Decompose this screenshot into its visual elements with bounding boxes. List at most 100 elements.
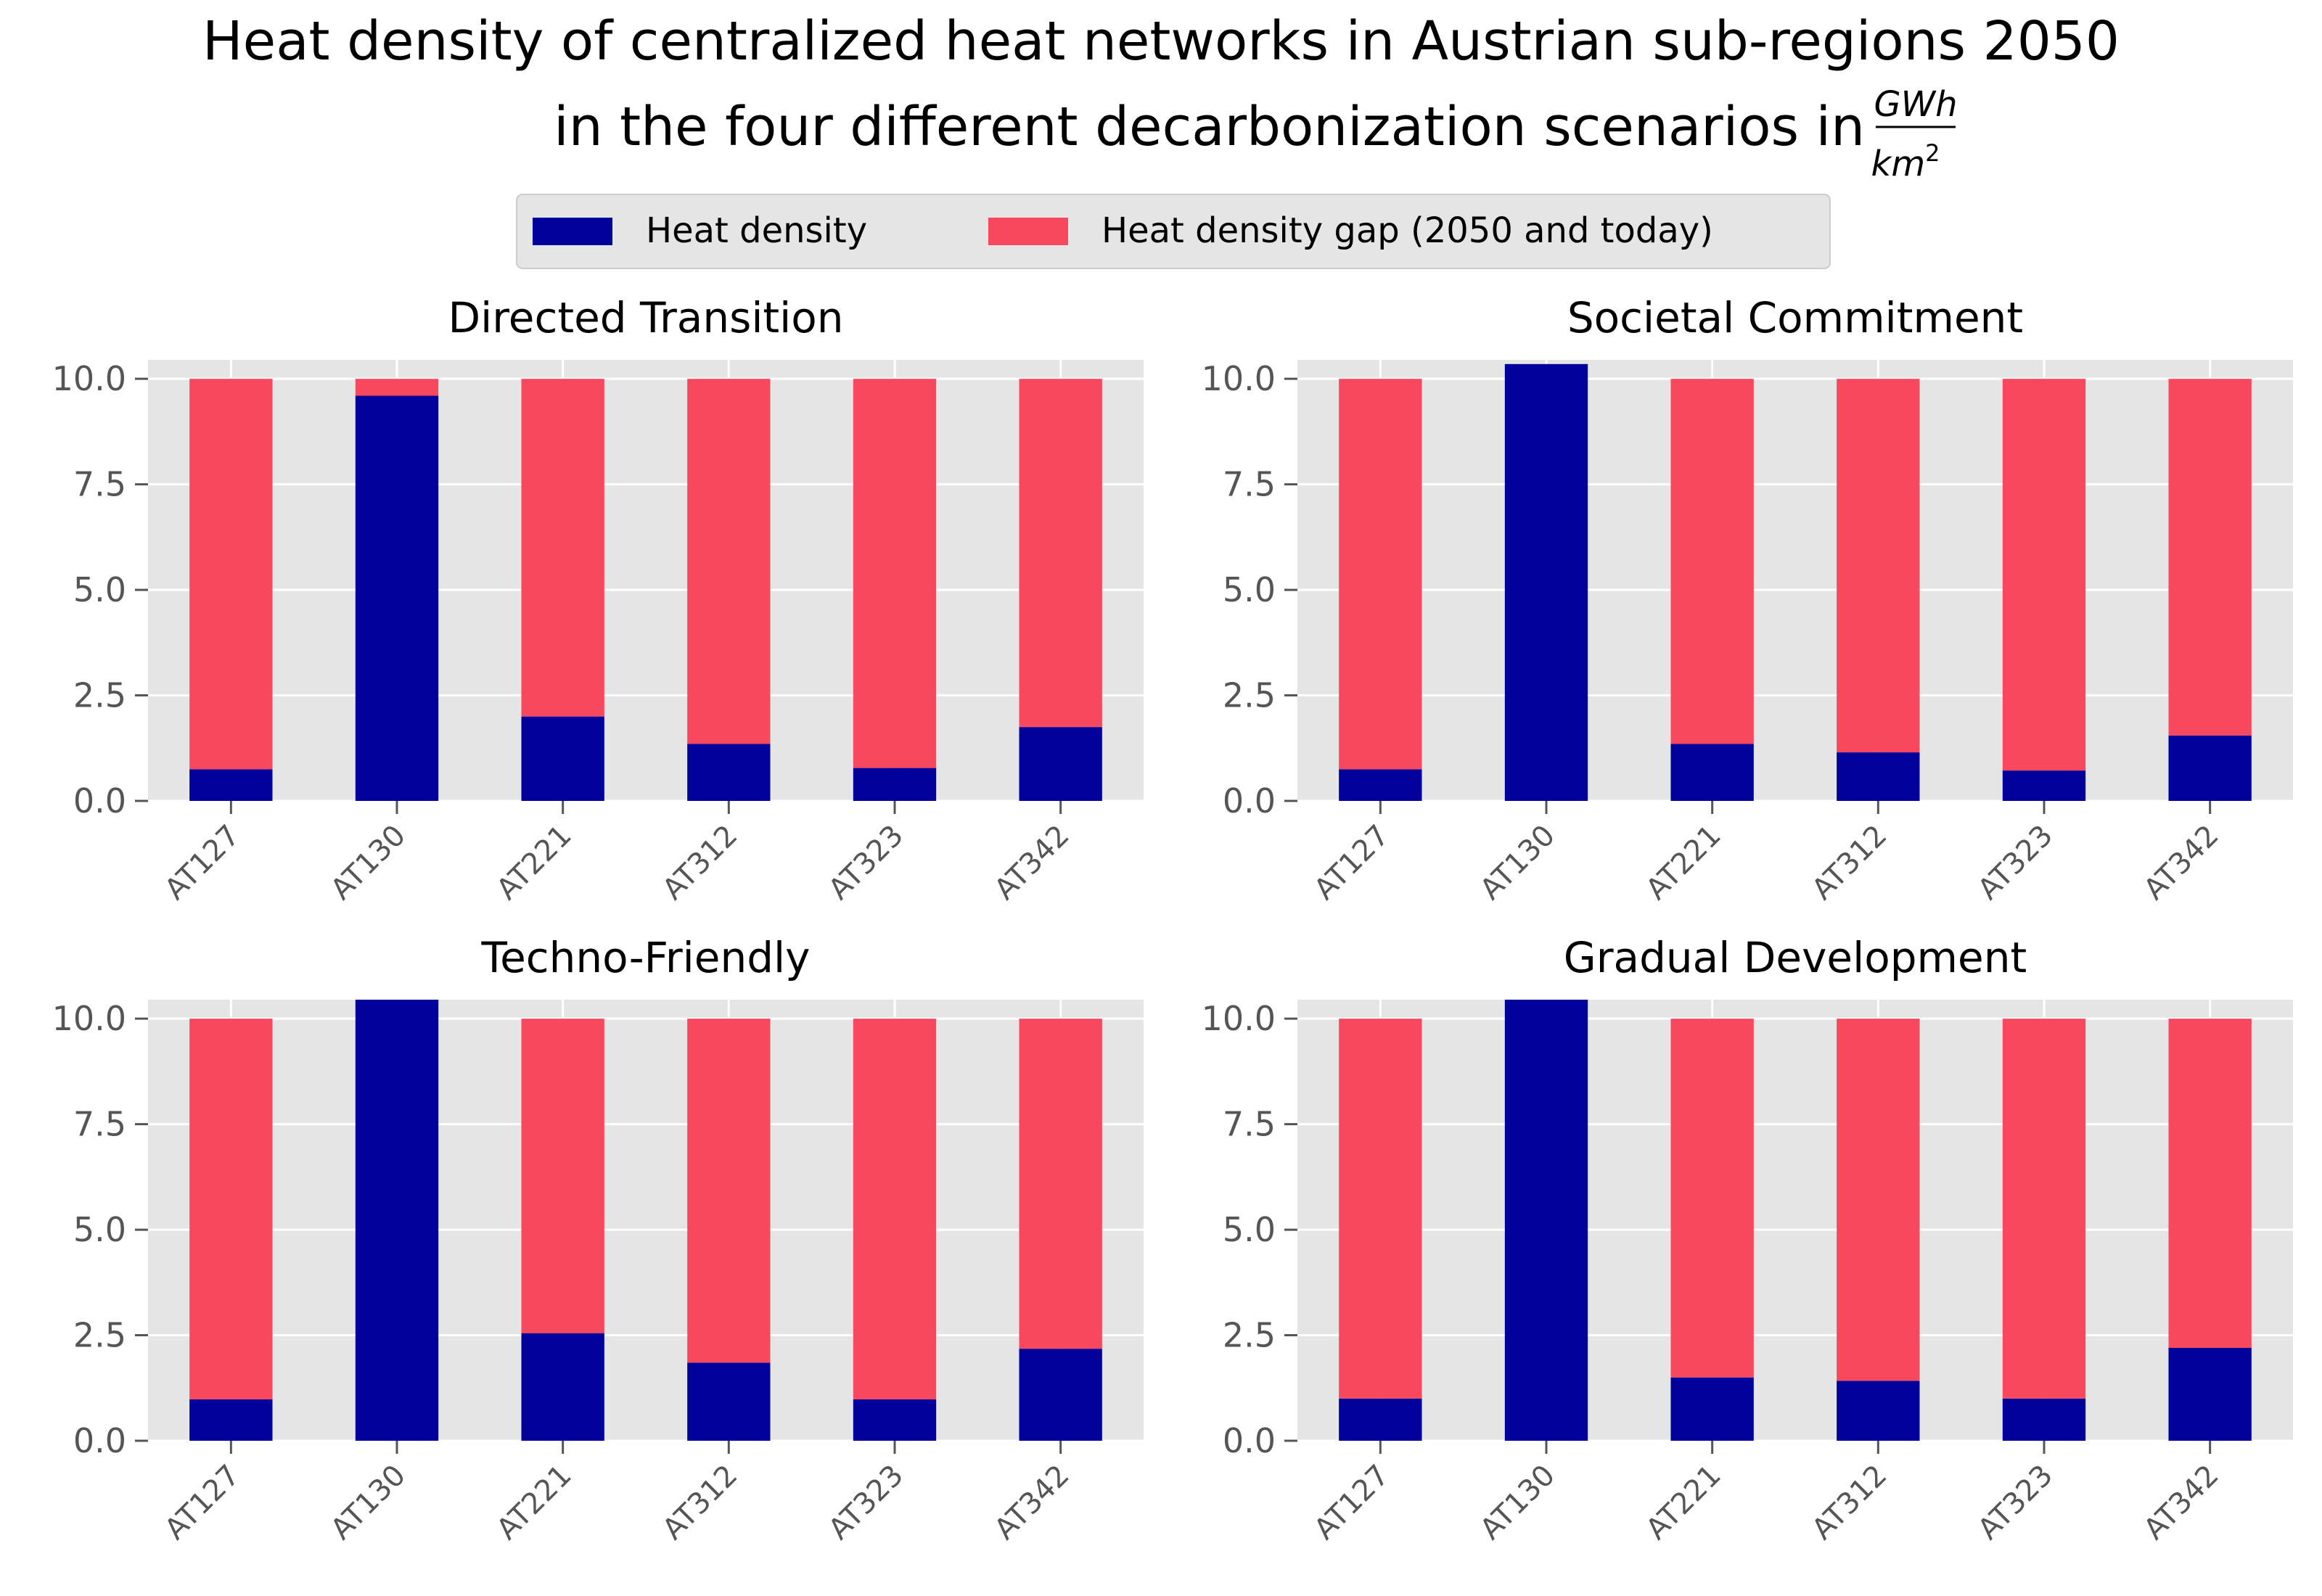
panel-societal-commitment-x-tick-label-at323: AT323 <box>1972 819 2059 907</box>
panel-directed-transition-bar-heat-density-gap-2050-and-today-at221 <box>521 379 604 717</box>
panel-gradual-development-bar-heat-density-gap-2050-and-today-at312 <box>1837 1019 1920 1381</box>
panel-directed-transition-x-tick-label-at323: AT323 <box>822 819 910 907</box>
panel-techno-friendly-x-tick-label-at221: AT221 <box>491 1459 578 1547</box>
panel-directed-transition-bar-heat-density-at323 <box>853 768 937 801</box>
panel-societal-commitment-x-tick-label-at127: AT127 <box>1308 819 1395 907</box>
unit-denominator: km2 <box>1871 139 1940 184</box>
panel-gradual-development-y-tick-label: 2.5 <box>1223 1316 1276 1355</box>
legend-frame <box>516 194 1831 269</box>
panel-techno-friendly-bar-heat-density-gap-2050-and-today-at312 <box>687 1019 771 1363</box>
panel-gradual-development-bar-heat-density-at312 <box>1837 1381 1920 1441</box>
panel-societal-commitment-bar-heat-density-at221 <box>1670 744 1754 801</box>
panel-directed-transition-x-tick-label-at127: AT127 <box>158 819 246 907</box>
panel-techno-friendly-y-tick-label: 5.0 <box>73 1210 126 1249</box>
panel-directed-transition-bar-heat-density-gap-2050-and-today-at323 <box>853 379 937 768</box>
unit-denominator-base: km <box>1871 144 1926 184</box>
panel-societal-commitment-x-tick-label-at221: AT221 <box>1640 819 1728 907</box>
panel-societal-commitment-title: Societal Commitment <box>1567 293 2023 342</box>
panel-gradual-development-title: Gradual Development <box>1564 933 2027 982</box>
unit-numerator: GWh <box>1874 84 1957 125</box>
panel-gradual-development-y-tick-label: 7.5 <box>1223 1105 1276 1144</box>
panel-techno-friendly-y-tick-label: 0.0 <box>73 1421 126 1460</box>
panel-techno-friendly: 0.0 2.5 5.0 7.5 10.0 AT127 AT130 AT221 AT312 AT32… <box>52 933 1144 1546</box>
panel-gradual-development-bar-heat-density-gap-2050-and-today-at323 <box>2002 1019 2086 1399</box>
panel-societal-commitment-bar-heat-density-gap-2050-and-today-at221 <box>1670 379 1754 744</box>
panel-gradual-development-x-tick-label-at312: AT312 <box>1805 1459 1893 1547</box>
panel-techno-friendly-bar-heat-density-gap-2050-and-today-at127 <box>189 1019 273 1399</box>
panel-societal-commitment-bar-heat-density-gap-2050-and-today-at342 <box>2168 379 2252 736</box>
panel-techno-friendly-title: Techno-Friendly <box>481 933 811 982</box>
panel-directed-transition-bar-heat-density-at312 <box>687 744 771 801</box>
panel-directed-transition-x-tick-label-at221: AT221 <box>491 819 578 907</box>
legend-swatch-heat-density <box>533 218 612 245</box>
panel-societal-commitment-bar-heat-density-at323 <box>2002 770 2086 801</box>
panel-gradual-development-x-tick-label-at127: AT127 <box>1308 1459 1395 1547</box>
panel-directed-transition-x-tick-label-at130: AT130 <box>324 819 412 907</box>
panel-directed-transition-x-tick-label-at312: AT312 <box>656 819 744 907</box>
subplot-grid: 0.0 2.5 5.0 7.5 10.0 AT127 AT130 AT221 AT312 AT32… <box>52 293 2293 1546</box>
chart-title-line2-text: in the four different decarbonization sc… <box>554 96 1865 158</box>
panel-gradual-development-x-tick-label-at221: AT221 <box>1640 1459 1728 1547</box>
panel-techno-friendly-bar-heat-density-at221 <box>521 1333 604 1441</box>
panel-directed-transition-bar-heat-density-gap-2050-and-today-at342 <box>1019 379 1102 728</box>
panel-techno-friendly-bar-heat-density-at342 <box>1019 1349 1102 1441</box>
legend-swatch-heat-density-gap <box>988 218 1068 245</box>
panel-directed-transition-bar-heat-density-gap-2050-and-today-at130 <box>355 379 439 396</box>
panel-directed-transition-y-tick-label: 10.0 <box>52 359 126 398</box>
panel-techno-friendly-bar-heat-density-at312 <box>687 1362 771 1441</box>
panel-directed-transition-bar-heat-density-at221 <box>521 716 604 801</box>
panel-directed-transition-y-tick-label: 7.5 <box>73 465 126 504</box>
panel-techno-friendly-x-tick-label-at323: AT323 <box>822 1459 910 1547</box>
panel-techno-friendly-x-tick-label-at130: AT130 <box>324 1459 412 1547</box>
panel-gradual-development-bar-heat-density-gap-2050-and-today-at342 <box>2168 1019 2252 1348</box>
panel-gradual-development-y-tick-label: 5.0 <box>1223 1210 1276 1249</box>
panel-techno-friendly-bar-heat-density-at323 <box>853 1399 937 1441</box>
legend-label-heat-density-gap: Heat density gap (2050 and today) <box>1101 210 1713 251</box>
panel-societal-commitment-y-tick-label: 10.0 <box>1202 359 1276 398</box>
panel-gradual-development-x-tick-label-at323: AT323 <box>1972 1459 2059 1547</box>
chart-title-line1: Heat density of centralized heat network… <box>202 10 2120 73</box>
panel-directed-transition-bar-heat-density-gap-2050-and-today-at127 <box>189 379 273 770</box>
panel-gradual-development-bar-heat-density-at127 <box>1339 1398 1422 1441</box>
chart-title-line2: in the four different decarbonization sc… <box>554 84 1957 184</box>
panel-directed-transition-y-tick-label: 2.5 <box>73 676 126 715</box>
panel-societal-commitment-bar-heat-density-at130 <box>1504 363 1588 801</box>
panel-gradual-development-x-tick-label-at342: AT342 <box>2138 1459 2225 1547</box>
panel-directed-transition-bar-heat-density-gap-2050-and-today-at312 <box>687 379 771 744</box>
panel-societal-commitment-y-tick-label: 7.5 <box>1223 465 1276 504</box>
panel-societal-commitment-x-tick-label-at130: AT130 <box>1474 819 1562 907</box>
panel-directed-transition-bar-heat-density-at342 <box>1019 727 1102 801</box>
panel-societal-commitment-y-tick-label: 0.0 <box>1223 781 1276 820</box>
panel-techno-friendly-x-tick-label-at342: AT342 <box>988 1459 1076 1547</box>
panel-directed-transition-bar-heat-density-at127 <box>189 769 273 801</box>
panel-societal-commitment-bar-heat-density-at312 <box>1837 752 1920 801</box>
panel-techno-friendly-bar-heat-density-gap-2050-and-today-at342 <box>1019 1019 1102 1349</box>
panel-societal-commitment-bar-heat-density-gap-2050-and-today-at127 <box>1339 379 1422 770</box>
legend: Heat density Heat density gap (2050 and … <box>516 194 1831 269</box>
panel-gradual-development-bar-heat-density-gap-2050-and-today-at221 <box>1670 1019 1754 1378</box>
panel-techno-friendly-bar-heat-density-gap-2050-and-today-at323 <box>853 1019 937 1399</box>
panel-techno-friendly-y-tick-label: 7.5 <box>73 1105 126 1144</box>
panel-gradual-development-bar-heat-density-at221 <box>1670 1377 1754 1441</box>
panel-directed-transition-y-tick-label: 0.0 <box>73 781 126 820</box>
panel-gradual-development-bar-heat-density-at130 <box>1504 1000 1588 1441</box>
panel-societal-commitment-bar-heat-density-at127 <box>1339 769 1422 801</box>
panel-societal-commitment-y-tick-label: 2.5 <box>1223 676 1276 715</box>
panel-techno-friendly-bar-heat-density-gap-2050-and-today-at221 <box>521 1019 604 1333</box>
panel-gradual-development-bar-heat-density-at342 <box>2168 1348 2252 1441</box>
panel-gradual-development-bar-heat-density-at323 <box>2002 1398 2086 1441</box>
panel-techno-friendly-bar-heat-density-at127 <box>189 1399 273 1441</box>
panel-techno-friendly-y-tick-label: 10.0 <box>52 999 126 1038</box>
panel-directed-transition-title: Directed Transition <box>448 293 843 342</box>
panel-societal-commitment-bar-heat-density-gap-2050-and-today-at312 <box>1837 379 1920 753</box>
panel-societal-commitment-x-tick-label-at342: AT342 <box>2138 819 2225 907</box>
panel-gradual-development-plot-area <box>1297 1000 2293 1441</box>
legend-label-heat-density: Heat density <box>646 210 867 251</box>
panel-directed-transition-plot-area <box>148 360 1144 801</box>
panel-gradual-development: 0.0 2.5 5.0 7.5 10.0 AT127 AT130 AT221 AT312 AT32… <box>1202 933 2293 1546</box>
panel-societal-commitment-bar-heat-density-gap-2050-and-today-at323 <box>2002 379 2086 771</box>
panel-gradual-development-x-tick-label-at130: AT130 <box>1474 1459 1562 1547</box>
unit-denominator-exponent: 2 <box>1925 139 1940 167</box>
panel-directed-transition-bar-heat-density-at130 <box>355 395 439 801</box>
